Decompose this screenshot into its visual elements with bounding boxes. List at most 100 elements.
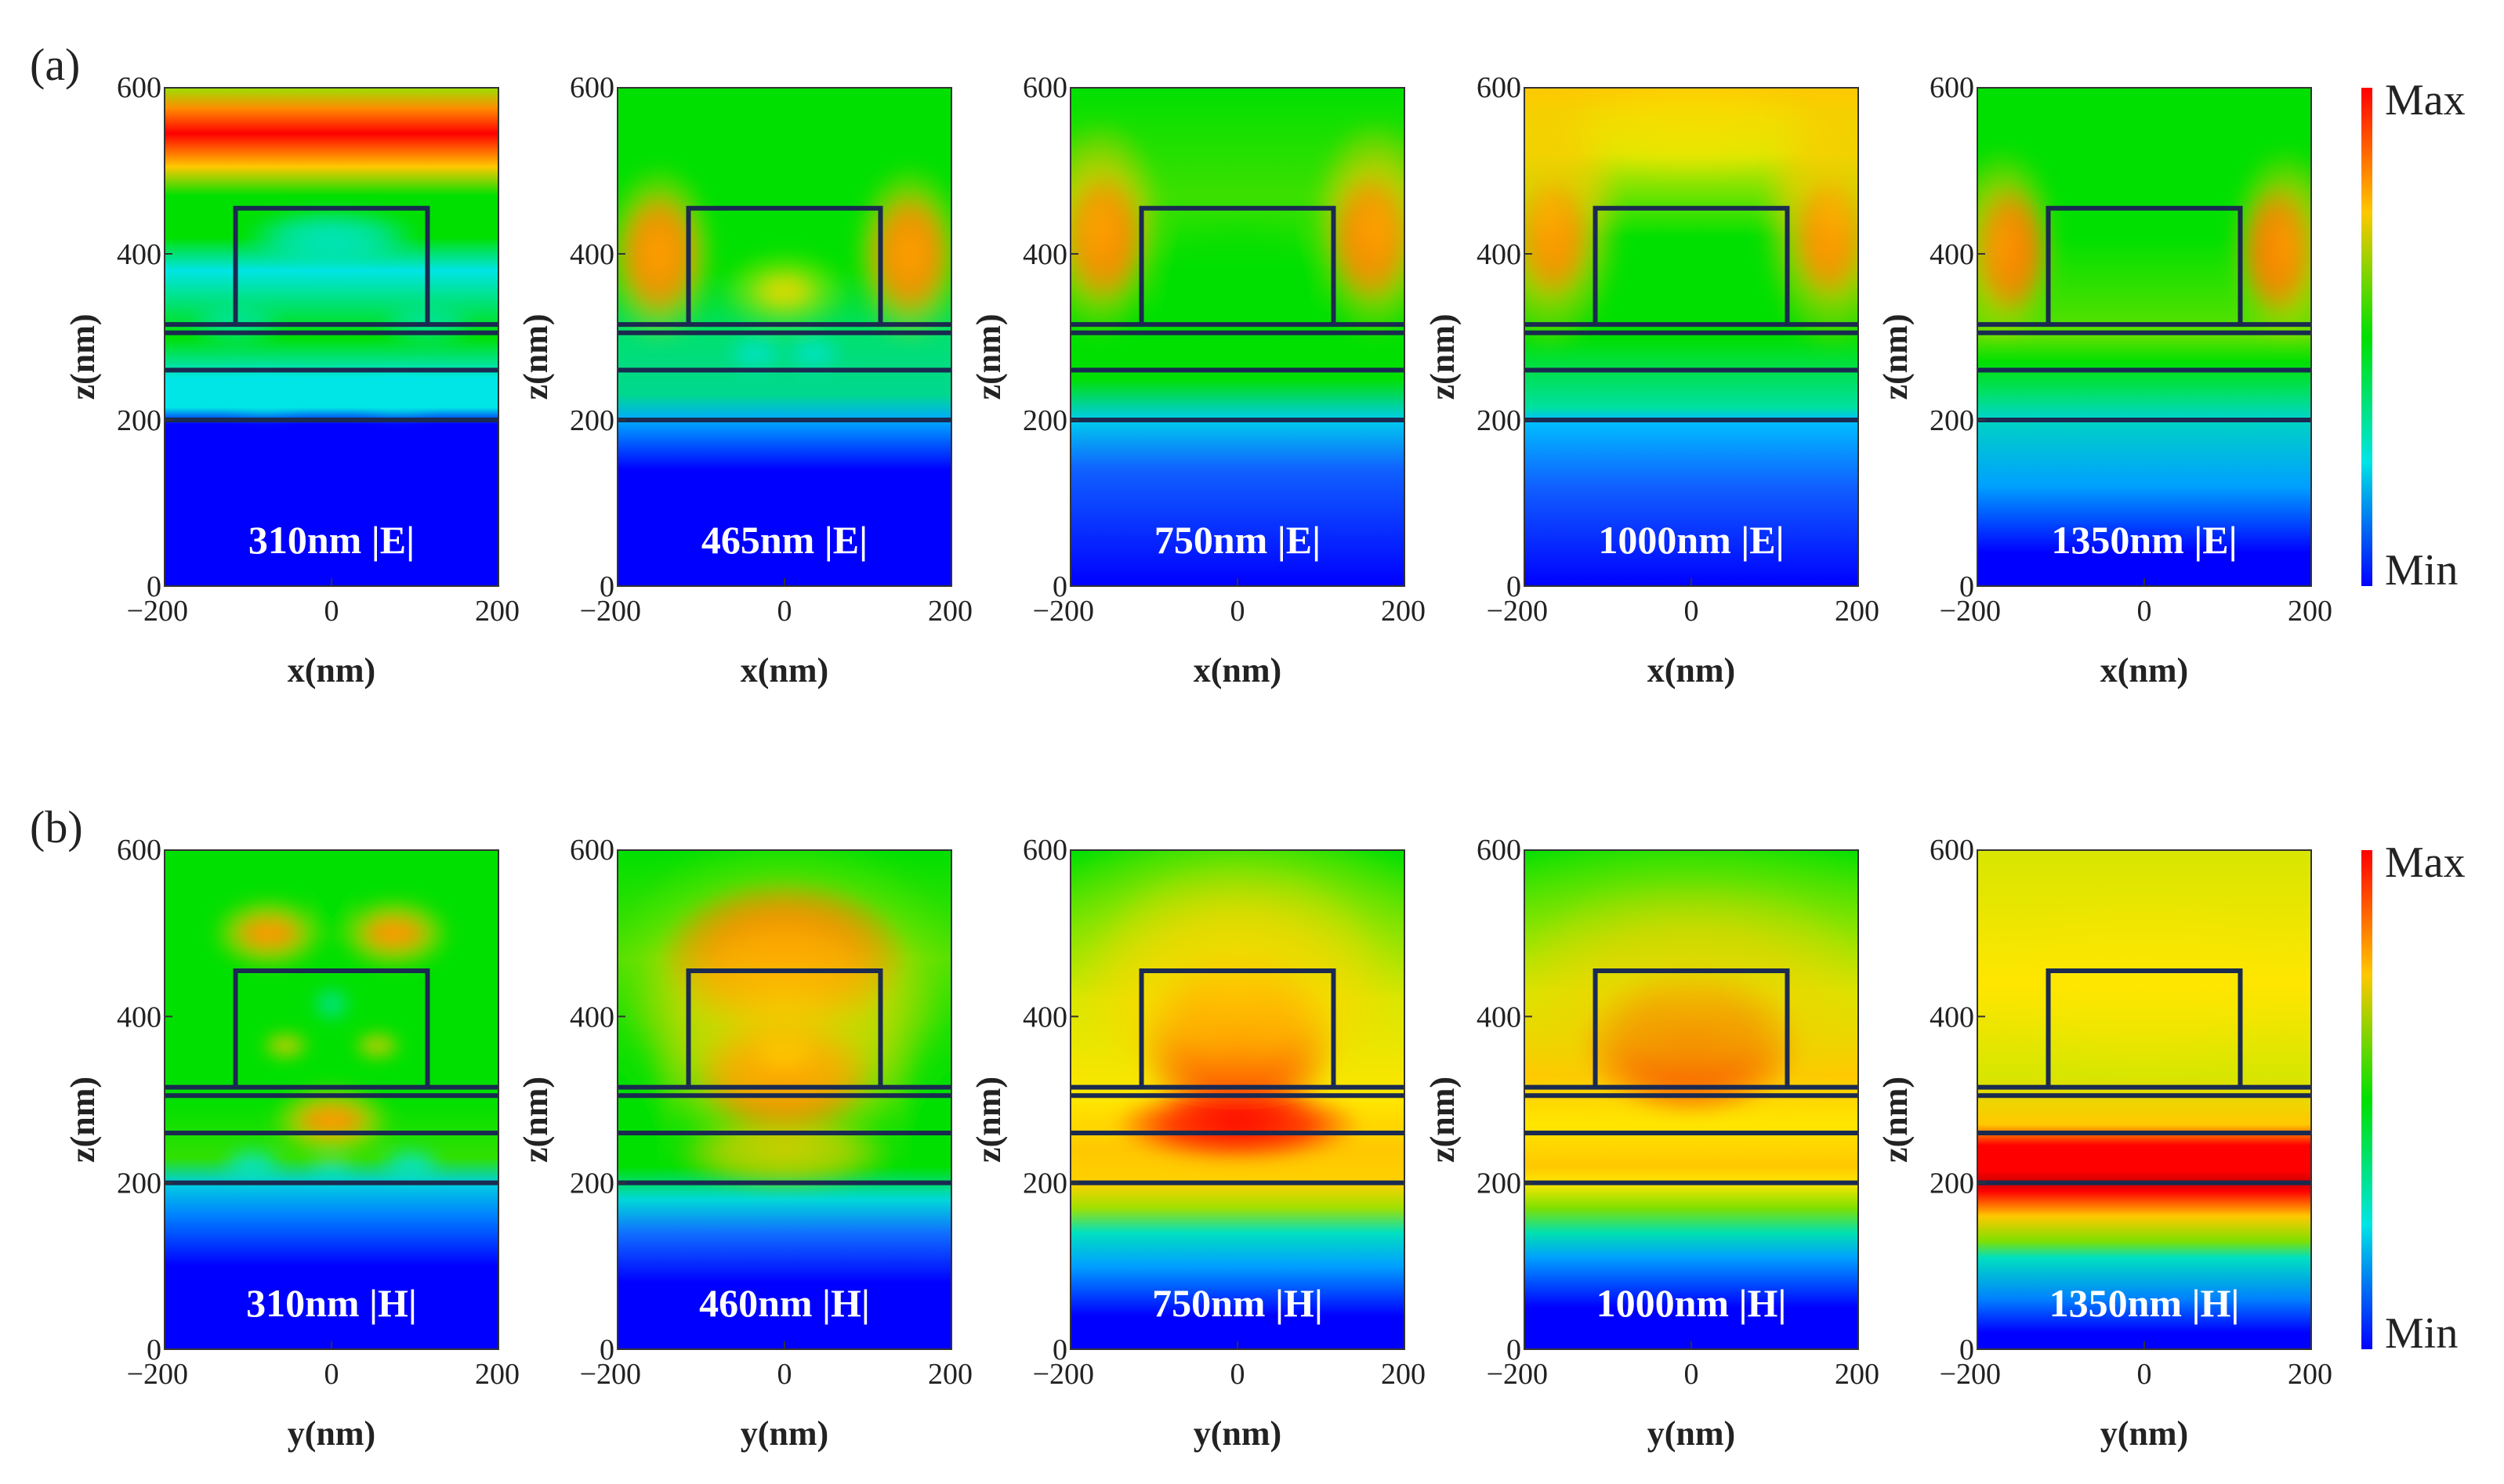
y-tick-label: 400 bbox=[1023, 238, 1067, 271]
field-hotspots bbox=[1524, 88, 1858, 354]
x-tick-label: 0 bbox=[324, 595, 339, 628]
y-tick-label: 0 bbox=[1959, 570, 1974, 603]
nanoblock-outline bbox=[1593, 205, 1790, 325]
field-hotspots bbox=[618, 850, 951, 1192]
x-tick-label: 200 bbox=[928, 1358, 973, 1391]
y-tick-label: 600 bbox=[570, 71, 614, 104]
field-hotspot bbox=[726, 335, 785, 372]
y-tick-label: 600 bbox=[1930, 71, 1974, 104]
map-wavelength-label: 460nm |H| bbox=[699, 1281, 870, 1325]
field-hotspot bbox=[1071, 117, 1167, 342]
field-hotspots bbox=[185, 208, 478, 416]
field-hotspot bbox=[377, 1146, 444, 1183]
y-tick-label: 200 bbox=[570, 1167, 614, 1200]
field-hotspot bbox=[352, 1030, 403, 1061]
y-tick-label: 200 bbox=[1477, 404, 1521, 437]
y-tick-label: 600 bbox=[117, 834, 161, 867]
field-hotspot bbox=[310, 986, 353, 1023]
field-hotspot bbox=[717, 249, 852, 333]
y-axis-label: z(nm) bbox=[1423, 1077, 1462, 1163]
field-hotspot bbox=[306, 1157, 357, 1183]
y-tick-label: 0 bbox=[1506, 1334, 1521, 1366]
nanoblock-outline bbox=[233, 968, 430, 1088]
x-axis-label: x(nm) bbox=[741, 651, 828, 690]
x-axis-label: x(nm) bbox=[1194, 651, 1281, 690]
field-hotspot bbox=[851, 162, 951, 346]
y-axis-label: z(nm) bbox=[63, 1077, 102, 1163]
panel-label: (a) bbox=[30, 39, 80, 90]
heatmap-panel bbox=[1524, 849, 1859, 1350]
heatmap-panel bbox=[1977, 87, 2312, 587]
field-hotspot bbox=[751, 1035, 818, 1073]
y-axis-label: z(nm) bbox=[1876, 313, 1915, 400]
field-hotspot bbox=[667, 1116, 902, 1192]
field-hotspots bbox=[210, 892, 453, 1183]
x-tick-label: −200 bbox=[127, 1358, 188, 1391]
map-wavelength-label: 310nm |H| bbox=[246, 1281, 417, 1325]
colorbar-max-label: Max bbox=[2385, 76, 2466, 125]
x-tick-label: −200 bbox=[1940, 595, 2001, 628]
field-hotspot bbox=[1549, 88, 1833, 179]
y-tick-label: 600 bbox=[570, 834, 614, 867]
y-tick-label: 400 bbox=[1477, 1001, 1521, 1033]
x-axis-label: y(nm) bbox=[2100, 1414, 2188, 1453]
map-wavelength-label: 1000nm |H| bbox=[1596, 1281, 1787, 1325]
x-tick-label: −200 bbox=[1487, 595, 1548, 628]
field-hotspot bbox=[1524, 850, 1858, 1125]
x-tick-label: 0 bbox=[1230, 595, 1245, 628]
nanoblock-outline bbox=[2046, 968, 2243, 1088]
field-hotspot bbox=[260, 1030, 311, 1061]
y-tick-label: 600 bbox=[1023, 834, 1067, 867]
colorbar-min-label: Min bbox=[2385, 546, 2458, 595]
heatmap-panel bbox=[1070, 849, 1405, 1350]
map-wavelength-label: 750nm |E| bbox=[1154, 518, 1321, 562]
nanoblock-outline bbox=[1593, 968, 1790, 1088]
y-tick-label: 0 bbox=[600, 1334, 614, 1366]
y-tick-label: 200 bbox=[117, 404, 161, 437]
x-tick-label: 0 bbox=[2137, 595, 2152, 628]
x-tick-label: −200 bbox=[580, 595, 641, 628]
y-tick-label: 200 bbox=[1023, 404, 1067, 437]
field-hotspots bbox=[1994, 892, 2295, 1075]
y-axis-label: z(nm) bbox=[969, 1077, 1008, 1163]
x-tick-label: 0 bbox=[1684, 595, 1699, 628]
field-hotspots bbox=[1524, 850, 1858, 1125]
y-axis-label: z(nm) bbox=[1423, 313, 1462, 400]
y-axis-label: z(nm) bbox=[969, 313, 1008, 400]
field-hotspot bbox=[302, 892, 361, 942]
y-axis-label: z(nm) bbox=[1876, 1077, 1915, 1163]
y-tick-label: 0 bbox=[1053, 570, 1067, 603]
y-tick-label: 0 bbox=[147, 1334, 161, 1366]
x-axis-label: y(nm) bbox=[288, 1414, 375, 1453]
x-tick-label: −200 bbox=[1033, 1358, 1094, 1391]
x-tick-label: 200 bbox=[1835, 595, 1879, 628]
field-hotspot bbox=[269, 1083, 394, 1158]
y-tick-label: 600 bbox=[1023, 71, 1067, 104]
y-tick-label: 600 bbox=[1477, 834, 1521, 867]
heatmap-panel bbox=[1524, 87, 1859, 587]
colorbar-min-label: Min bbox=[2385, 1309, 2458, 1358]
x-tick-label: 0 bbox=[777, 1358, 792, 1391]
colorbar-max-label: Max bbox=[2385, 838, 2466, 887]
heatmap-panel bbox=[164, 87, 499, 587]
colorbar bbox=[2361, 850, 2372, 1349]
x-tick-label: 200 bbox=[928, 595, 973, 628]
map-wavelength-label: 750nm |H| bbox=[1152, 1281, 1323, 1325]
y-axis-label: z(nm) bbox=[516, 313, 555, 400]
field-hotspot bbox=[219, 374, 311, 416]
x-tick-label: 0 bbox=[324, 1358, 339, 1391]
x-tick-label: −200 bbox=[580, 1358, 641, 1391]
x-axis-label: y(nm) bbox=[1647, 1414, 1735, 1453]
panel-label: (b) bbox=[30, 802, 83, 852]
y-tick-label: 400 bbox=[117, 1001, 161, 1033]
field-hotspot bbox=[1112, 1087, 1363, 1163]
nanoblock-outline bbox=[686, 205, 883, 325]
x-tick-label: 200 bbox=[1835, 1358, 1879, 1391]
y-axis-label: z(nm) bbox=[516, 1077, 555, 1163]
nanoblock-outline bbox=[1139, 205, 1336, 325]
x-tick-label: 0 bbox=[1684, 1358, 1699, 1391]
y-tick-label: 400 bbox=[1023, 1001, 1067, 1033]
y-tick-label: 0 bbox=[600, 570, 614, 603]
x-tick-label: 200 bbox=[2288, 1358, 2332, 1391]
y-tick-label: 200 bbox=[117, 1167, 161, 1200]
